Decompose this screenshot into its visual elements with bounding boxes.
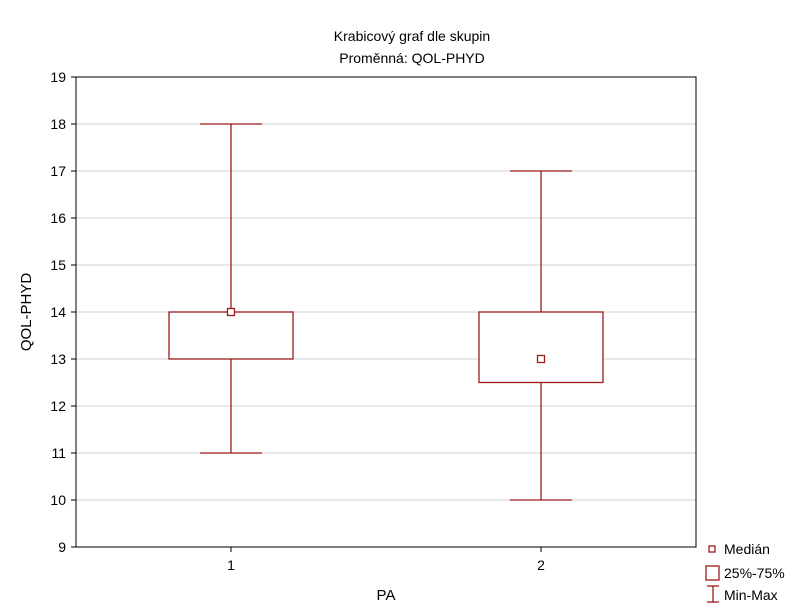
chart-title: Krabicový graf dle skupin [334,28,490,44]
y-tick-label: 17 [50,163,66,179]
median-marker [536,354,546,364]
y-axis-label: QOL-PHYD [18,273,35,352]
y-tick-label: 12 [50,398,66,414]
plot-frame [75,76,697,548]
legend: Medián 25%-75% Min-Max [705,541,785,603]
iqr-box [478,311,604,384]
chart-subtitle: Proměnná: QOL-PHYD [339,50,485,66]
y-tick-label: 19 [50,69,66,85]
y-tick-label: 9 [58,539,66,555]
x-tick-label: 1 [227,557,235,573]
legend-median-label: Medián [724,541,770,557]
y-tick-label: 10 [50,492,66,508]
box-group-2 [478,170,604,501]
y-tick-label: 15 [50,257,66,273]
x-axis-label: PA [377,587,396,604]
legend-box-symbol [705,565,720,581]
y-tick-label: 13 [50,351,66,367]
iqr-box [168,311,294,360]
y-axis-ticks: 9 10 11 12 13 14 15 16 17 18 19 [50,69,76,555]
legend-whisker-label: Min-Max [724,587,778,603]
median-marker [226,307,236,317]
x-tick-label: 2 [537,557,545,573]
y-tick-label: 18 [50,116,66,132]
legend-median-symbol [708,545,716,553]
y-tick-label: 16 [50,210,66,226]
boxes [168,123,604,501]
legend-box-label: 25%-75% [724,565,785,581]
y-tick-label: 11 [51,445,66,461]
box-group-1 [168,123,294,454]
y-tick-label: 14 [50,304,66,320]
